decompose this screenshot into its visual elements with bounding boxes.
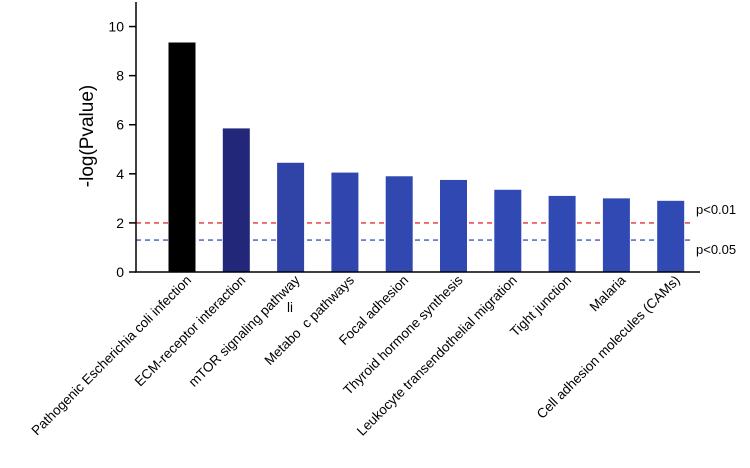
bar [168,42,196,272]
bar [331,172,359,272]
threshold-label-p005: p<0.05 [696,242,736,257]
bar [277,162,305,272]
y-tick-label: 6 [116,117,124,133]
category-label: ECM-receptor interaction [132,273,249,390]
category-label: Metabo c pathways [262,272,358,368]
bar [494,189,522,272]
category-labels: Pathogenic Escherichia coli infectionECM… [29,272,683,438]
y-ticks: 0 2 4 6 8 10 [108,19,136,280]
y-tick-label: 8 [116,68,124,84]
threshold-label-p001: p<0.01 [696,202,736,217]
stray-label-text: li [287,300,293,315]
category-label: mTOR signaling pathway [186,272,303,389]
category-label: Malaria [587,272,629,314]
bar [602,198,630,272]
y-tick-label: 4 [116,166,124,182]
bar [222,128,250,272]
bar [548,195,576,272]
axes [135,2,700,273]
y-axis-title: -log(Pvalue) [77,85,98,187]
bar [385,176,413,272]
bar [440,179,467,272]
y-tick-label: 10 [108,19,124,35]
bars [168,42,685,272]
bar [657,200,685,272]
y-tick-label: 0 [116,264,124,280]
y-tick-label: 2 [116,215,124,231]
